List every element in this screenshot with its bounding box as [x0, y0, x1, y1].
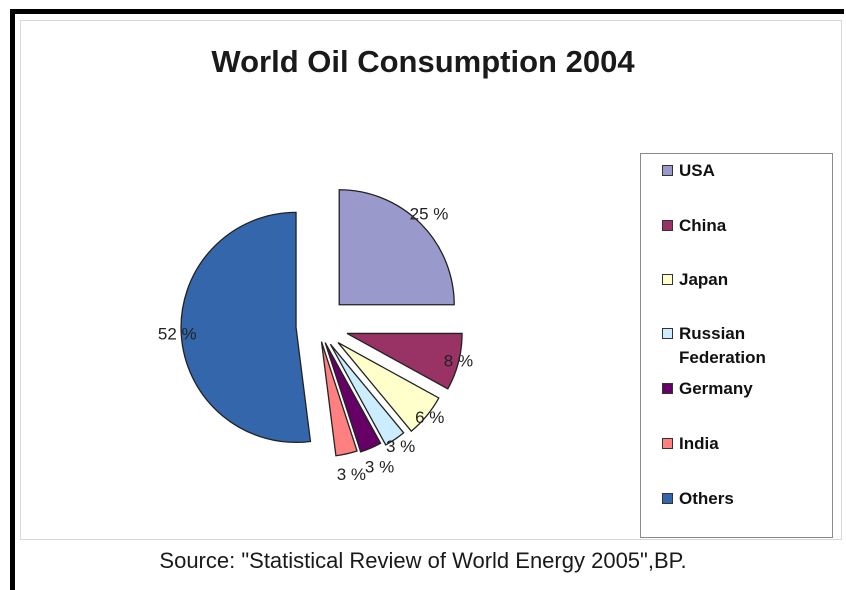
frame-top-border	[10, 9, 844, 14]
legend-item: China	[662, 214, 727, 238]
legend-item: Russian Federation	[662, 322, 766, 370]
chart-source: Source: "Statistical Review of World Ene…	[159, 548, 687, 573]
legend-swatch	[662, 438, 673, 449]
legend-label: India	[679, 434, 719, 453]
slice-value-label: 25 %	[410, 204, 449, 223]
legend-label: Germany	[679, 379, 753, 398]
pie-slice-usa	[338, 189, 455, 306]
legend-label: Others	[679, 489, 734, 508]
pie-slice-russian-federation	[329, 343, 405, 446]
pie-slice-japan	[337, 342, 440, 433]
legend-swatch	[662, 220, 673, 231]
slice-value-label: 52 %	[158, 324, 197, 343]
legend-item: Japan	[662, 268, 729, 292]
legend-item: USA	[662, 159, 715, 183]
pie-slice-china	[346, 332, 463, 390]
pie-slice-india	[320, 341, 358, 457]
legend-swatch	[662, 274, 673, 285]
legend-item: Germany	[662, 377, 753, 401]
slice-value-label: 8 %	[444, 352, 473, 371]
slice-value-label: 3 %	[365, 458, 394, 477]
frame-left-border	[10, 9, 15, 590]
legend-swatch	[662, 383, 673, 394]
legend-swatch	[662, 493, 673, 504]
slice-value-label: 3 %	[337, 465, 366, 484]
slice-value-label: 6 %	[415, 408, 444, 427]
legend-swatch	[662, 165, 673, 176]
chart-legend: USA China Japan Russian Federation Germany Ind…	[640, 153, 833, 538]
chart-title: World Oil Consumption 2004	[211, 44, 635, 79]
legend-item: Others	[662, 487, 734, 511]
legend-label: Russian Federation	[679, 324, 766, 367]
legend-label: China	[679, 216, 727, 235]
legend-label: USA	[679, 161, 715, 180]
plot-area	[20, 20, 842, 540]
legend-item: India	[662, 432, 719, 456]
pie-slice-others	[180, 211, 312, 443]
slice-value-label: 3 %	[386, 437, 415, 456]
legend-label: Japan	[679, 270, 729, 289]
pie-slice-germany	[324, 342, 382, 453]
legend-swatch	[662, 328, 673, 339]
